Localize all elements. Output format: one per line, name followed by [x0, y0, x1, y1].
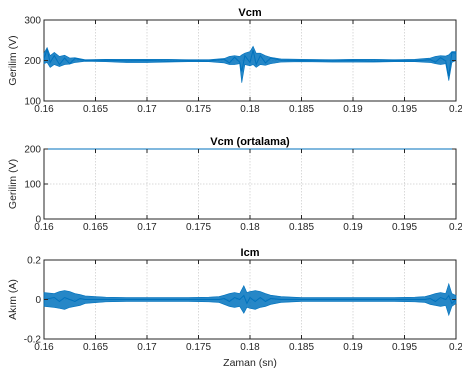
y-axis-label: Akım (A) — [7, 279, 19, 320]
x-tick-label: 0.19 — [343, 104, 363, 115]
y-tick-label: 200 — [24, 56, 41, 67]
x-tick-label: 0.175 — [186, 222, 211, 233]
x-tick-label: 0.2 — [449, 104, 462, 115]
x-tick-label: 0.17 — [137, 222, 157, 233]
x-tick-label: 0.165 — [83, 222, 108, 233]
x-tick-label: 0.185 — [289, 104, 314, 115]
x-tick-label: 0.19 — [343, 222, 363, 233]
x-tick-label: 0.17 — [137, 342, 157, 353]
chart-title: Vcm — [238, 7, 261, 19]
ticks-group: 0.16 0.165 0.17 0.175 0.18 0.185 0.19 0.195 0.2 1… — [24, 16, 462, 116]
subplot-vcm-ortalama: Vcm (ortalama) 0.16 0.165 0.17 0.175 0.18 0.1… — [7, 136, 462, 233]
y-axis-label: Gerilim (V) — [7, 35, 19, 85]
x-tick-label: 0.16 — [34, 342, 54, 353]
x-tick-label: 0.185 — [289, 222, 314, 233]
x-tick-label: 0.175 — [186, 342, 211, 353]
series-line — [43, 47, 457, 76]
y-tick-label: 0 — [35, 215, 41, 226]
y-axis-label: Gerilim (V) — [7, 159, 19, 209]
x-tick-label: 0.16 — [34, 222, 54, 233]
y-tick-label: 0 — [35, 295, 41, 306]
ticks-group: 0.16 0.165 0.17 0.175 0.18 0.185 0.19 0.195 0.2 0… — [24, 145, 462, 234]
y-tick-label: 200 — [24, 145, 41, 156]
x-tick-label: 0.195 — [392, 222, 417, 233]
y-tick-label: 0.2 — [27, 256, 41, 267]
x-tick-label: 0.2 — [449, 342, 462, 353]
x-tick-label: 0.17 — [137, 104, 157, 115]
x-tick-label: 0.185 — [289, 342, 314, 353]
y-tick-label: 100 — [24, 97, 41, 108]
series-envelope — [43, 282, 457, 317]
x-tick-label: 0.18 — [240, 104, 260, 115]
x-tick-label: 0.165 — [83, 104, 108, 115]
x-tick-label: 0.195 — [392, 104, 417, 115]
x-tick-label: 0.18 — [240, 222, 260, 233]
subplot-vcm: Vcm 0.16 0.165 0.17 0.175 0.18 0.185 0.19 0.195… — [7, 7, 462, 115]
x-tick-label: 0.18 — [240, 342, 260, 353]
chart-title: Icm — [241, 247, 260, 259]
series-line — [43, 294, 457, 305]
x-tick-label: 0.16 — [34, 104, 54, 115]
x-axis-label: Zaman (sn) — [223, 357, 277, 369]
chart-title: Vcm (ortalama) — [210, 136, 290, 148]
grid-lines — [44, 149, 456, 219]
y-tick-label: -0.2 — [24, 335, 42, 346]
y-tick-label: 300 — [24, 16, 41, 27]
x-tick-label: 0.2 — [449, 222, 462, 233]
x-tick-label: 0.19 — [343, 342, 363, 353]
x-tick-label: 0.195 — [392, 342, 417, 353]
y-tick-label: 100 — [24, 180, 41, 191]
x-tick-label: 0.175 — [186, 104, 211, 115]
subplot-icm: Icm 0.16 0.165 0.17 0.175 0.18 0.185 0.19 0.195… — [7, 247, 462, 369]
series-group — [43, 282, 457, 317]
ticks-group: 0.16 0.165 0.17 0.175 0.18 0.185 0.19 0.195 0.2 -… — [24, 256, 462, 354]
x-tick-label: 0.165 — [83, 342, 108, 353]
